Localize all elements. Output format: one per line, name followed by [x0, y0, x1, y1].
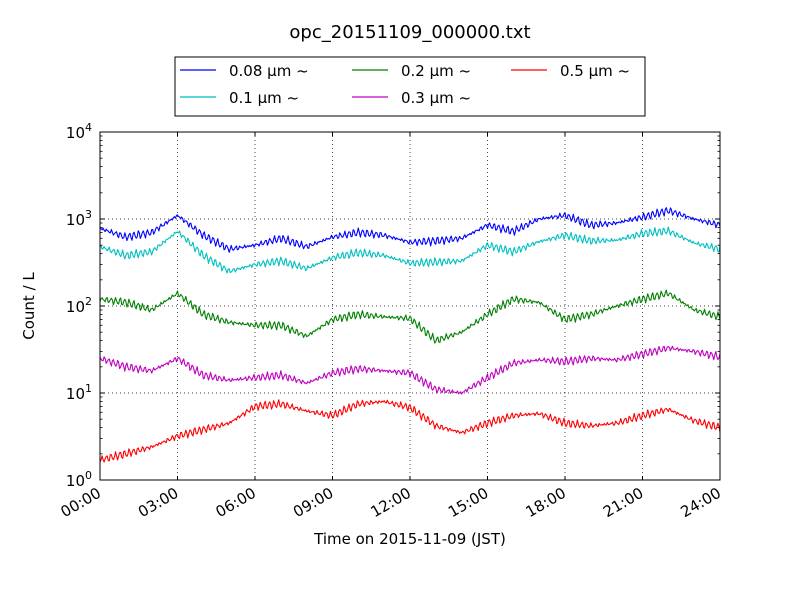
series-line [99, 345, 721, 395]
y-tick-labels: 100 101 102 103 104 [66, 121, 92, 490]
series-lines [99, 207, 721, 463]
legend-box [174, 56, 646, 117]
legend-label: 0.5 μm ~ [560, 62, 630, 80]
legend-label: 0.08 μm ~ [229, 62, 309, 80]
series-line [99, 289, 721, 344]
x-tick-label: 09:00 [290, 484, 336, 521]
chart-title: opc_20151109_000000.txt [289, 22, 530, 43]
y-tick-label: 100 [66, 469, 92, 490]
axis-ticks [99, 131, 721, 481]
legend-label: 0.3 μm ~ [401, 89, 471, 107]
legend: 0.08 μm ~ 0.1 μm ~ 0.2 μm ~ 0.3 μm ~ 0.5 μm … [174, 56, 646, 117]
y-tick-label: 101 [66, 382, 92, 403]
legend-label: 0.1 μm ~ [229, 89, 299, 107]
x-tick-label: 18:00 [523, 484, 569, 521]
x-tick-label: 21:00 [600, 484, 646, 521]
y-tick-label: 103 [66, 208, 92, 229]
y-tick-label: 102 [66, 295, 92, 316]
x-axis-label: Time on 2015-11-09 (JST) [313, 530, 506, 548]
y-axis-label: Count / L [20, 272, 38, 340]
x-tick-label: 03:00 [135, 484, 181, 521]
series-line [99, 399, 721, 463]
x-tick-label: 12:00 [368, 484, 414, 521]
y-tick-label: 104 [66, 121, 92, 142]
series-line [99, 226, 721, 274]
x-tick-label: 06:00 [213, 484, 259, 521]
series-line [99, 207, 721, 253]
x-tick-label: 24:00 [678, 484, 724, 521]
legend-items: 0.08 μm ~ 0.1 μm ~ 0.2 μm ~ 0.3 μm ~ 0.5 μm … [180, 62, 630, 107]
x-tick-label: 15:00 [445, 484, 491, 521]
x-tick-labels: 00:00 03:00 06:00 09:00 12:00 15:00 18:00 21:00… [58, 484, 724, 521]
legend-label: 0.2 μm ~ [401, 62, 471, 80]
